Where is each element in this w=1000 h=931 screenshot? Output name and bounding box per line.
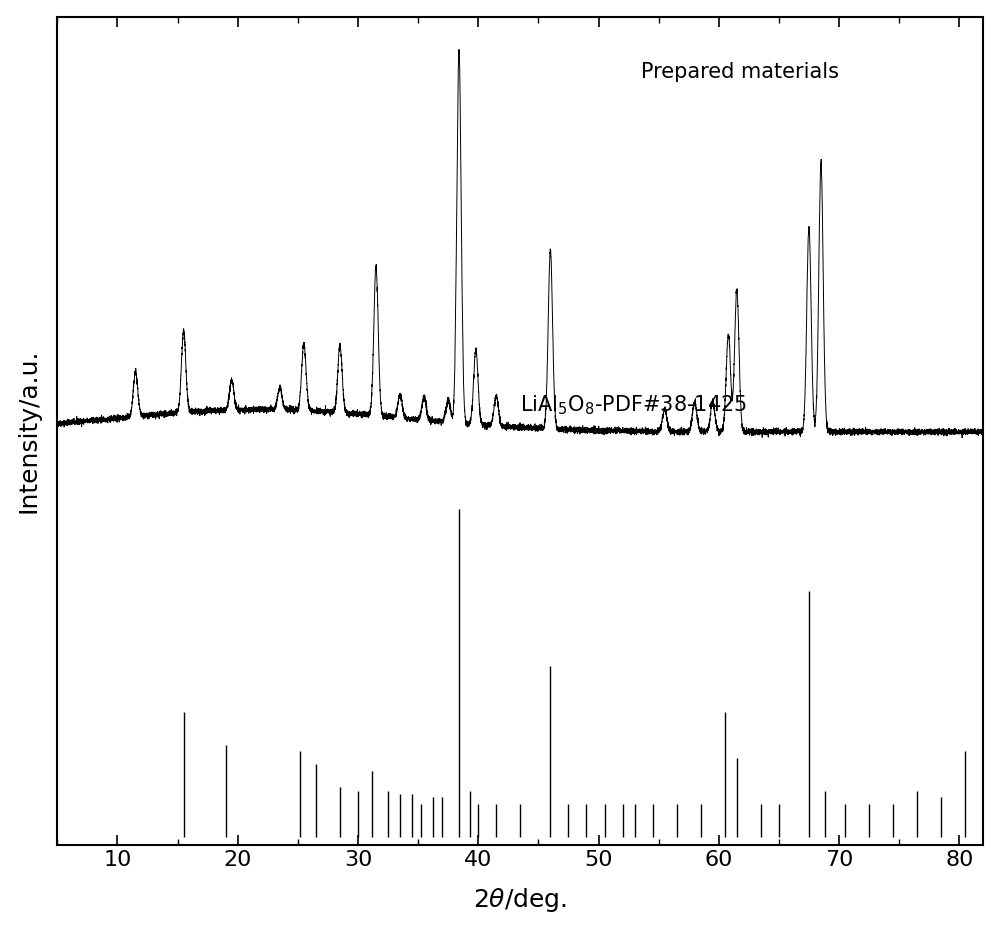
Text: Prepared materials: Prepared materials	[641, 62, 839, 82]
Text: LiAl$_5$O$_8$-PDF#38-1425: LiAl$_5$O$_8$-PDF#38-1425	[520, 394, 747, 417]
X-axis label: 2$\theta$/deg.: 2$\theta$/deg.	[473, 886, 567, 914]
Y-axis label: Intensity/a.u.: Intensity/a.u.	[17, 348, 41, 513]
